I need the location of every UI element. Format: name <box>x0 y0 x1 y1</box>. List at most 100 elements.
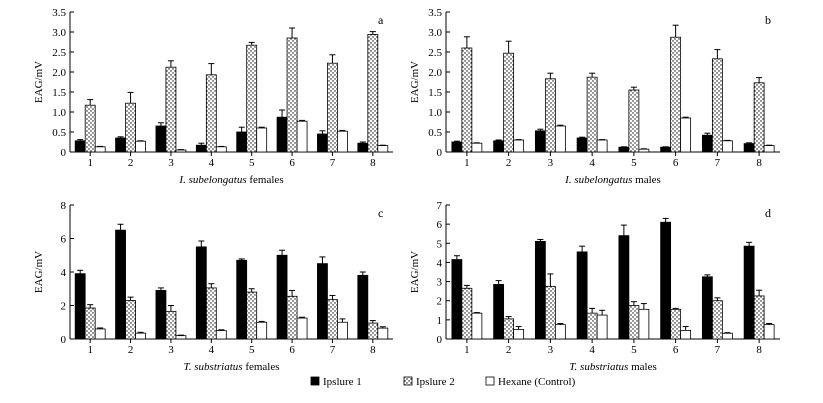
bar-ipslure-1 <box>155 290 167 340</box>
bar-hexane-control <box>215 146 227 153</box>
x-tick-label: 8 <box>756 157 762 169</box>
bar-ipslure-2 <box>586 76 598 153</box>
bar-ipslure-1 <box>743 143 755 153</box>
bar-hexane-control <box>554 324 566 340</box>
bar-ipslure-1 <box>195 144 207 153</box>
x-tick-label: 8 <box>370 157 376 169</box>
y-tick-label: 2.0 <box>428 67 442 79</box>
species-name: T. substriatus <box>183 361 242 373</box>
bar-hexane-control <box>256 321 268 340</box>
x-tick-label: 6 <box>289 157 295 169</box>
bar-ipslure-1 <box>660 146 672 153</box>
bar-ipslure-1 <box>115 137 126 153</box>
y-tick-label: 8 <box>61 200 67 212</box>
bar-hexane-control <box>721 332 733 340</box>
bar-ipslure-2 <box>628 89 640 153</box>
bar-hexane-control <box>296 120 308 153</box>
y-tick-label: 1.0 <box>52 107 66 119</box>
bar-hexane-control <box>513 329 525 340</box>
bar-ipslure-1 <box>618 146 630 153</box>
bar-hexane-control <box>763 324 775 340</box>
bar-ipslure-2 <box>503 52 515 153</box>
y-axis-label: EAG/mV <box>409 251 421 293</box>
bar-ipslure-2 <box>544 285 556 340</box>
bar-ipslure-2 <box>670 308 682 340</box>
bar-hexane-control <box>337 130 348 153</box>
legend-label-ipslure-2: Ipslure 2 <box>416 376 455 388</box>
x-tick-label: 5 <box>249 344 255 356</box>
y-axis-label: EAG/mV <box>33 61 45 103</box>
y-tick-label: 0.5 <box>428 127 442 139</box>
x-tick-label: 4 <box>209 157 215 169</box>
bar-hexane-control <box>680 117 692 153</box>
y-tick-label: 3.5 <box>52 7 66 19</box>
panel-title: I. subelongatus females <box>178 174 283 186</box>
panel-label: b <box>765 13 771 27</box>
y-tick-label: 3.0 <box>52 27 66 39</box>
x-tick-label: 4 <box>589 344 595 356</box>
bar-ipslure-2 <box>286 295 298 340</box>
bar-ipslure-1 <box>701 276 713 340</box>
y-tick-label: 2.5 <box>52 47 66 59</box>
bar-hexane-control <box>680 329 692 340</box>
bar-ipslure-2 <box>125 102 136 153</box>
bar-hexane-control <box>638 148 650 153</box>
bar-ipslure-2 <box>670 36 682 153</box>
bar-ipslure-2 <box>367 322 379 340</box>
panel-title: T. substriatus males <box>569 361 657 373</box>
x-tick-label: 1 <box>464 344 470 356</box>
bar-ipslure-1 <box>74 140 86 153</box>
bar-hexane-control <box>175 335 187 340</box>
x-tick-label: 1 <box>87 344 93 356</box>
bar-hexane-control <box>596 314 608 340</box>
bar-hexane-control <box>596 139 608 153</box>
y-tick-label: 3 <box>437 277 443 289</box>
bar-hexane-control <box>377 145 389 153</box>
bar-ipslure-2 <box>461 287 473 340</box>
bar-ipslure-1 <box>317 133 328 153</box>
x-tick-label: 4 <box>209 344 215 356</box>
y-tick-label: 2 <box>437 296 443 308</box>
bar-hexane-control <box>377 327 389 340</box>
bar-ipslure-1 <box>74 273 86 340</box>
y-tick-label: 0 <box>437 147 443 159</box>
panel-label: d <box>765 206 771 220</box>
bar-ipslure-1 <box>236 131 248 153</box>
bar-ipslure-2 <box>628 305 640 340</box>
bar-hexane-control <box>135 140 146 153</box>
x-tick-label: 6 <box>673 157 679 169</box>
bar-ipslure-2 <box>753 82 765 153</box>
y-tick-label: 1.5 <box>428 87 442 99</box>
y-tick-label: 0 <box>61 147 67 159</box>
bar-hexane-control <box>175 149 187 153</box>
bar-hexane-control <box>721 140 733 153</box>
bar-ipslure-1 <box>576 251 588 340</box>
bar-ipslure-2 <box>711 300 723 340</box>
y-tick-label: 1 <box>437 315 443 327</box>
bar-ipslure-1 <box>534 130 546 153</box>
y-axis-label: EAG/mV <box>33 251 45 293</box>
species-name: I. subelongatus <box>178 174 246 186</box>
bar-ipslure-2 <box>84 104 96 153</box>
sex-label: females <box>247 174 284 186</box>
bar-ipslure-1 <box>576 137 588 153</box>
x-tick-label: 5 <box>631 344 637 356</box>
panel-b-chart: 0 0.5 1.0 1.5 2.0 2.5 3.0 3.5 EAG/mV b 1 2 3 4 5 6 7 8 I. … <box>409 7 780 186</box>
bar-hexane-control <box>471 142 483 153</box>
bar-ipslure-2 <box>327 299 338 340</box>
x-tick-label: 4 <box>589 157 595 169</box>
bar-ipslure-1 <box>276 116 288 153</box>
x-tick-label: 2 <box>128 157 134 169</box>
bar-hexane-control <box>471 312 483 340</box>
sex-label: males <box>628 361 656 373</box>
x-tick-label: 1 <box>87 157 93 169</box>
bar-ipslure-2 <box>205 74 217 153</box>
bar-ipslure-1 <box>493 140 505 153</box>
bar-ipslure-2 <box>586 312 598 340</box>
bar-hexane-control <box>513 139 525 153</box>
y-tick-label: 2.0 <box>52 67 66 79</box>
bar-ipslure-1 <box>276 254 288 340</box>
y-tick-label: 4 <box>437 257 443 269</box>
bar-hexane-control <box>256 127 268 153</box>
bar-hexane-control <box>763 145 775 153</box>
